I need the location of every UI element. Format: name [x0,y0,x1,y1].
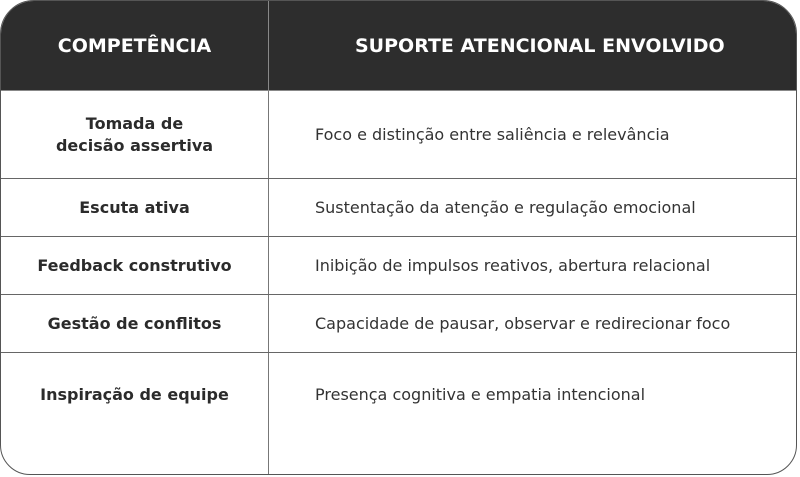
table-row: Inspiração de equipe Presença cognitiva … [1,353,796,474]
header-competencia: COMPETÊNCIA [1,1,269,90]
competencia-cell: Feedback construtivo [1,237,269,294]
suporte-cell: Presença cognitiva e empatia intencional [315,385,646,404]
competencia-line-1: Tomada de [85,113,184,133]
header-suporte: SUPORTE ATENCIONAL ENVOLVIDO [355,34,725,57]
table-row: Escuta ativa Sustentação da atenção e re… [1,179,796,237]
table-row: Gestão de conflitos Capacidade de pausar… [1,295,796,353]
table-header-row: COMPETÊNCIA SUPORTE ATENCIONAL ENVOLVIDO [1,1,796,91]
competencia-cell: Gestão de conflitos [1,295,269,352]
suporte-cell: Inibição de impulsos reativos, abertura … [315,256,711,275]
suporte-cell: Sustentação da atenção e regulação emoci… [315,198,696,217]
suporte-cell: Foco e distinção entre saliência e relev… [315,125,670,144]
table-row: Feedback construtivo Inibição de impulso… [1,237,796,295]
competencia-cell: Tomada de decisão assertiva [1,91,269,178]
table-row: Tomada de decisão assertiva Foco e distin… [1,91,796,179]
competencia-line-2: decisão assertiva [55,135,214,155]
competencia-cell: Inspiração de equipe [1,353,269,474]
suporte-cell: Capacidade de pausar, observar e redirec… [315,314,731,333]
competencia-cell: Escuta ativa [1,179,269,236]
